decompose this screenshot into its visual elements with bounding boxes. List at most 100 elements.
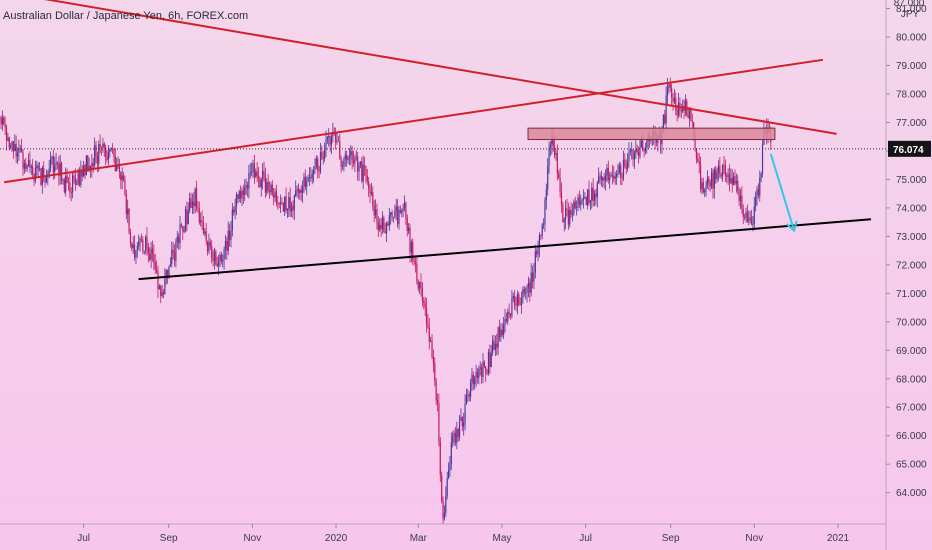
candle-body (715, 169, 717, 180)
candle-body (65, 175, 67, 192)
candle-body (438, 403, 440, 442)
candle-body (154, 262, 156, 270)
candle-body (666, 86, 669, 96)
candle-body (731, 178, 733, 185)
candle-body (538, 234, 541, 248)
candle-body (209, 242, 211, 247)
candle-body (62, 179, 64, 181)
candle-body (226, 241, 228, 251)
candle-body (464, 404, 466, 423)
candle-body (314, 166, 316, 171)
candle-body (471, 374, 473, 382)
candle-body (730, 178, 732, 183)
candle-body (143, 250, 145, 252)
y-tick-label: 74.000 (896, 203, 927, 214)
candle-body (237, 194, 239, 199)
candle-body (10, 146, 12, 148)
y-tick-label: 69.000 (896, 346, 927, 357)
candle-body (379, 224, 381, 231)
candle-body (312, 170, 315, 175)
candle-body (114, 156, 116, 171)
candle-body (303, 176, 305, 187)
candle-body (66, 175, 68, 183)
candle-body (609, 177, 611, 181)
candle-body (120, 172, 122, 181)
trendline (44, 0, 837, 135)
candle-body (551, 138, 553, 145)
candle-body (22, 152, 24, 169)
candle-body (734, 176, 736, 184)
candle-body (755, 196, 757, 207)
candle-body (556, 152, 558, 174)
candle-body (691, 120, 693, 123)
candle-body (142, 239, 144, 251)
candle-body (398, 209, 400, 225)
resistance-zone (527, 127, 776, 141)
candle-body (676, 110, 678, 116)
y-tick-label: 77.000 (896, 118, 927, 129)
x-tick-label: Nov (243, 533, 261, 544)
candle-body (420, 282, 422, 288)
candle-body (273, 194, 275, 198)
candle-body (78, 169, 81, 185)
candle-body (69, 182, 71, 192)
candle-body (257, 176, 260, 180)
candle-body (395, 206, 397, 211)
candle-body (741, 195, 743, 209)
candle-body (587, 189, 589, 206)
candle-body (49, 159, 52, 169)
candle-body (690, 109, 692, 121)
candle-body (198, 208, 200, 223)
candle-body (175, 241, 177, 261)
candle-body (165, 270, 167, 278)
candle-body (295, 189, 297, 196)
candle-body (259, 179, 261, 188)
candle-body (673, 98, 675, 102)
candle-body (359, 161, 362, 166)
candle-body (721, 164, 724, 177)
candle-body (603, 177, 605, 181)
candle-body (490, 353, 492, 367)
candle-body (635, 149, 637, 153)
candle-body (176, 236, 178, 242)
candle-body (186, 208, 188, 225)
candle-body (255, 171, 257, 177)
candle-body (38, 168, 41, 170)
candle-body (573, 201, 575, 213)
candle-body (275, 191, 278, 203)
candle-body (227, 230, 229, 251)
candle-body (146, 236, 148, 248)
candle-body (249, 172, 251, 174)
candle-body (680, 110, 682, 112)
candle-body (149, 253, 151, 260)
candle-body (432, 356, 435, 364)
candle-body (576, 207, 578, 208)
candle-body (481, 367, 483, 378)
candle-body (636, 149, 638, 152)
candle-body (228, 230, 231, 240)
candle-body (25, 163, 27, 169)
candle-body (412, 242, 414, 261)
candle-body (326, 137, 328, 140)
x-tick-label: Nov (745, 533, 763, 544)
candle-body (318, 171, 320, 172)
candle-body (542, 224, 545, 226)
candle-body (602, 177, 604, 181)
candle-body (522, 288, 524, 299)
candle-body (402, 207, 404, 211)
candle-body (169, 264, 171, 267)
candle-body (565, 208, 567, 220)
candle-body (204, 231, 206, 234)
candle-body (545, 189, 547, 201)
candle-body (687, 115, 689, 119)
candle-body (296, 188, 298, 190)
candle-body (59, 163, 61, 176)
candle-body (23, 163, 26, 169)
candle-body (618, 165, 620, 173)
x-tick-label: Mar (410, 533, 428, 544)
candle-body (585, 197, 587, 206)
candle-body (52, 156, 54, 173)
candle-body (604, 175, 607, 181)
candle-body (693, 122, 695, 132)
